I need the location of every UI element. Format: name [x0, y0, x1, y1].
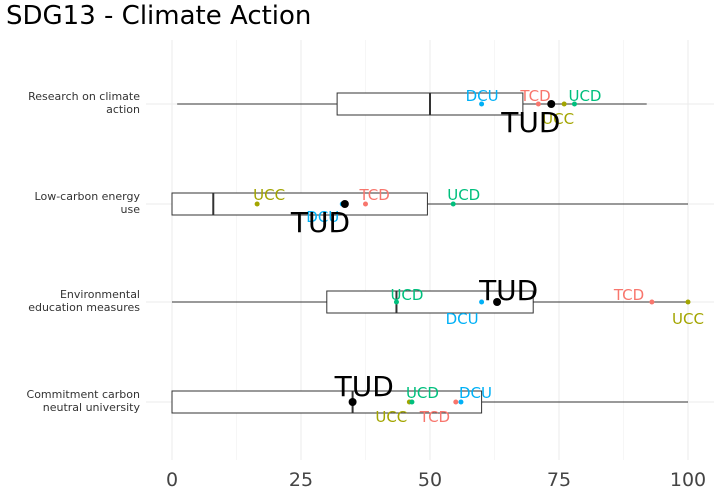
- point-label: DCU: [446, 310, 479, 328]
- category-label: education measures: [28, 301, 140, 314]
- x-tick-label: 100: [670, 469, 706, 491]
- category-label: neutral university: [43, 401, 141, 414]
- data-point: [561, 101, 567, 107]
- box: [171, 390, 483, 414]
- x-tick-label: 75: [547, 469, 571, 491]
- data-point: [571, 101, 577, 107]
- point-label: TUD: [334, 370, 394, 403]
- data-point: [547, 100, 556, 108]
- x-tick-label: 25: [289, 469, 313, 491]
- data-point: [479, 299, 485, 305]
- point-label: UCC: [542, 110, 574, 128]
- data-points: [254, 100, 691, 406]
- data-point: [493, 298, 502, 306]
- point-label: TUD: [500, 106, 560, 139]
- category-label: use: [121, 203, 141, 216]
- point-label: DCU: [306, 208, 339, 226]
- box: [326, 290, 534, 314]
- point-label: UCC: [375, 408, 407, 426]
- category-label: Commitment carbon: [27, 388, 140, 401]
- data-point: [453, 399, 459, 405]
- data-point: [409, 399, 415, 405]
- point-label: UCD: [390, 286, 423, 304]
- category-label: Environmental: [60, 288, 140, 301]
- data-point: [254, 201, 260, 207]
- data-point: [685, 299, 691, 305]
- point-label: TCD: [359, 186, 390, 204]
- point-label: UCD: [568, 87, 601, 105]
- x-tick-label: 50: [418, 469, 442, 491]
- point-label: UCC: [253, 186, 285, 204]
- data-point: [649, 299, 655, 305]
- data-point: [393, 299, 399, 305]
- point-label: DCU: [459, 384, 492, 402]
- point-label: TUD: [478, 274, 538, 307]
- data-point: [450, 201, 456, 207]
- chart-title: SDG13 - Climate Action: [6, 1, 311, 31]
- point-label: UCD: [406, 384, 439, 402]
- data-point: [363, 201, 368, 207]
- data-point: [340, 200, 349, 208]
- point-label: UCD: [447, 186, 480, 204]
- category-label: Research on climate: [28, 90, 140, 103]
- data-point: [535, 101, 541, 107]
- point-label: TCD: [519, 87, 550, 105]
- data-point: [479, 101, 485, 107]
- point-label: TCD: [419, 408, 450, 426]
- category-label: Low-carbon energy: [35, 190, 141, 203]
- point-label: DCU: [466, 87, 499, 105]
- data-point: [348, 398, 357, 406]
- point-label: TCD: [613, 286, 644, 304]
- boxplots: [171, 92, 688, 414]
- point-label: UCC: [672, 310, 704, 328]
- x-tick-label: 0: [166, 469, 178, 491]
- data-point: [458, 399, 464, 405]
- point-label: TUD: [290, 206, 350, 239]
- box: [171, 192, 428, 216]
- category-label: action: [106, 103, 140, 116]
- x-axis-ticks: 0 25 50 75 100: [166, 469, 706, 491]
